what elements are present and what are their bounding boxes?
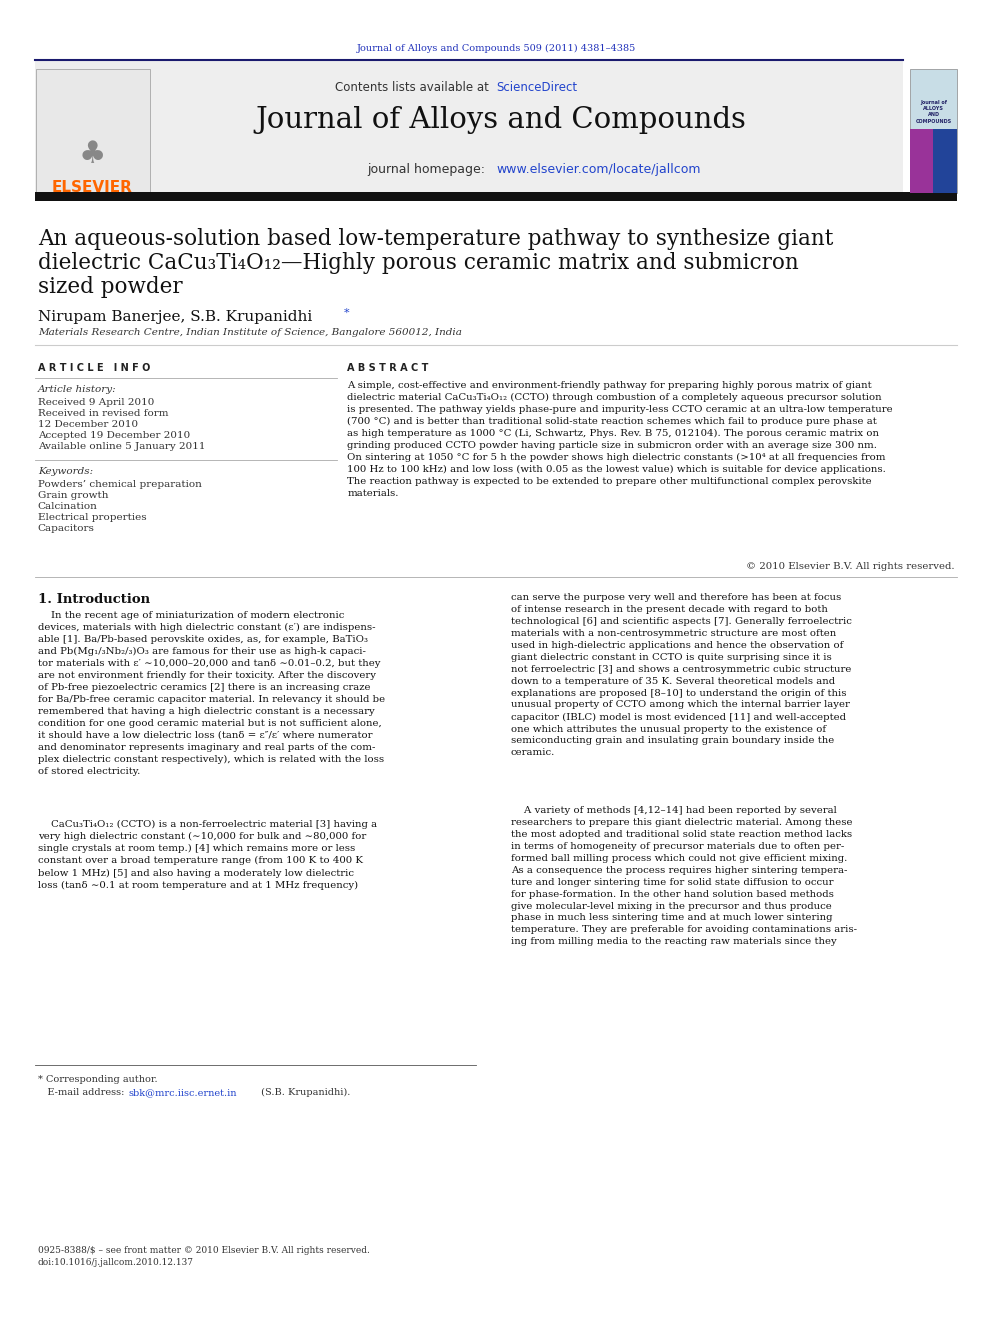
- Text: A simple, cost-effective and environment-friendly pathway for preparing highly p: A simple, cost-effective and environment…: [347, 381, 893, 499]
- Text: CaCu₃Ti₄O₁₂ (CCTO) is a non-ferroelectric material [3] having a
very high dielec: CaCu₃Ti₄O₁₂ (CCTO) is a non-ferroelectri…: [38, 820, 377, 889]
- Text: Calcination: Calcination: [38, 501, 97, 511]
- Text: ELSEVIER: ELSEVIER: [52, 180, 133, 194]
- Text: www.elsevier.com/locate/jallcom: www.elsevier.com/locate/jallcom: [496, 164, 700, 176]
- Text: Received in revised form: Received in revised form: [38, 409, 169, 418]
- Text: can serve the purpose very well and therefore has been at focus
of intense resea: can serve the purpose very well and ther…: [511, 593, 852, 757]
- Bar: [35, 61, 903, 198]
- Bar: [933, 130, 957, 193]
- Text: In the recent age of miniaturization of modern electronic
devices, materials wit: In the recent age of miniaturization of …: [38, 611, 385, 775]
- Text: * Corresponding author.: * Corresponding author.: [38, 1076, 158, 1084]
- Text: sbk@mrc.iisc.ernet.in: sbk@mrc.iisc.ernet.in: [129, 1088, 237, 1097]
- Text: Contents lists available at: Contents lists available at: [335, 81, 493, 94]
- Text: E-mail address:: E-mail address:: [38, 1088, 127, 1097]
- Text: 1. Introduction: 1. Introduction: [38, 593, 150, 606]
- Text: Article history:: Article history:: [38, 385, 116, 394]
- Text: Keywords:: Keywords:: [38, 467, 93, 476]
- Text: Nirupam Banerjee, S.B. Krupanidhi: Nirupam Banerjee, S.B. Krupanidhi: [38, 310, 311, 324]
- Text: sized powder: sized powder: [38, 277, 183, 298]
- Text: ScienceDirect: ScienceDirect: [496, 81, 577, 94]
- Text: 12 December 2010: 12 December 2010: [38, 419, 138, 429]
- Text: Grain growth: Grain growth: [38, 491, 108, 500]
- Text: Journal of
ALLOYS
AND
COMPOUNDS: Journal of ALLOYS AND COMPOUNDS: [916, 101, 951, 123]
- Text: doi:10.1016/j.jallcom.2010.12.137: doi:10.1016/j.jallcom.2010.12.137: [38, 1258, 193, 1267]
- Bar: [36, 69, 150, 193]
- Text: An aqueous-solution based low-temperature pathway to synthesize giant: An aqueous-solution based low-temperatur…: [38, 228, 833, 250]
- Text: Materials Research Centre, Indian Institute of Science, Bangalore 560012, India: Materials Research Centre, Indian Instit…: [38, 328, 461, 337]
- Text: dielectric CaCu₃Ti₄O₁₂—Highly porous ceramic matrix and submicron: dielectric CaCu₃Ti₄O₁₂—Highly porous cer…: [38, 251, 799, 274]
- Text: 0925-8388/$ – see front matter © 2010 Elsevier B.V. All rights reserved.: 0925-8388/$ – see front matter © 2010 El…: [38, 1246, 370, 1256]
- Text: Journal of Alloys and Compounds 509 (2011) 4381–4385: Journal of Alloys and Compounds 509 (201…: [356, 44, 636, 53]
- Text: Accepted 19 December 2010: Accepted 19 December 2010: [38, 431, 189, 441]
- Bar: [35, 192, 957, 201]
- Text: *: *: [344, 308, 350, 318]
- Text: Received 9 April 2010: Received 9 April 2010: [38, 398, 154, 407]
- Text: Electrical properties: Electrical properties: [38, 513, 147, 523]
- Text: Journal of Alloys and Compounds: Journal of Alloys and Compounds: [256, 106, 746, 134]
- Text: A R T I C L E   I N F O: A R T I C L E I N F O: [38, 363, 150, 373]
- Text: ♣: ♣: [78, 140, 106, 169]
- Text: journal homepage:: journal homepage:: [367, 164, 493, 176]
- Text: Powders’ chemical preparation: Powders’ chemical preparation: [38, 480, 201, 490]
- Text: A variety of methods [4,12–14] had been reported by several
researchers to prepa: A variety of methods [4,12–14] had been …: [511, 806, 857, 946]
- Text: Available online 5 January 2011: Available online 5 January 2011: [38, 442, 205, 451]
- Text: A B S T R A C T: A B S T R A C T: [347, 363, 429, 373]
- Bar: [910, 69, 957, 193]
- Text: © 2010 Elsevier B.V. All rights reserved.: © 2010 Elsevier B.V. All rights reserved…: [746, 562, 954, 572]
- Text: Capacitors: Capacitors: [38, 524, 94, 533]
- Bar: [910, 130, 933, 193]
- Text: (S.B. Krupanidhi).: (S.B. Krupanidhi).: [258, 1088, 350, 1097]
